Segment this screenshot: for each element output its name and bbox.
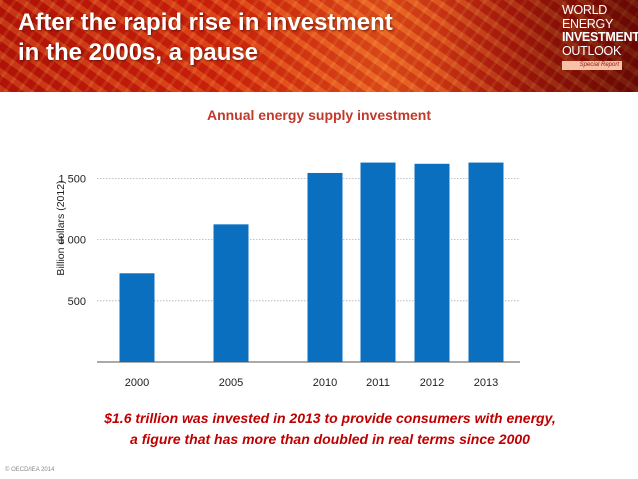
bar (119, 273, 155, 362)
y-tick-label: 1 500 (58, 173, 86, 185)
bar (360, 162, 396, 362)
bar (213, 224, 249, 362)
x-tick-label: 2010 (313, 377, 337, 389)
slide-title-line-1: After the rapid rise in investment (18, 9, 393, 36)
slide-title-line-2: in the 2000s, a pause (18, 39, 259, 66)
x-tick-label: 2005 (219, 377, 243, 389)
caption-line-1: $1.6 trillion was invested in 2013 to pr… (104, 410, 556, 426)
bar (307, 172, 343, 362)
logo-line-3: INVESTMENT (562, 30, 638, 44)
y-axis-label: Billion dollars (2012) (55, 180, 67, 275)
bar (414, 163, 450, 362)
header-banner: After the rapid rise in investment in th… (0, 0, 638, 92)
x-tick-label: 2011 (366, 377, 390, 389)
x-tick-label: 2000 (125, 377, 149, 389)
caption: $1.6 trillion was invested in 2013 to pr… (60, 408, 600, 450)
y-tick-label: 500 (68, 296, 86, 308)
logo-line-2: ENERGY (562, 16, 613, 31)
logo-line-1: WORLD (562, 3, 608, 17)
copyright: © OECD/IEA 2014 (5, 467, 55, 473)
caption-line-2: a figure that has more than doubled in r… (130, 431, 530, 447)
bar (468, 162, 504, 362)
logo-tag: Special Report (562, 61, 622, 70)
y-tick-label: 1 000 (58, 235, 86, 247)
chart-title: Annual energy supply investment (206, 107, 432, 123)
x-tick-label: 2013 (474, 377, 498, 389)
slide-title: After the rapid rise in investment in th… (18, 8, 393, 68)
x-tick-label: 2012 (420, 377, 444, 389)
weio-logo: WORLD ENERGY INVESTMENT OUTLOOK Special … (562, 3, 638, 70)
logo-line-4: OUTLOOK (562, 43, 622, 58)
